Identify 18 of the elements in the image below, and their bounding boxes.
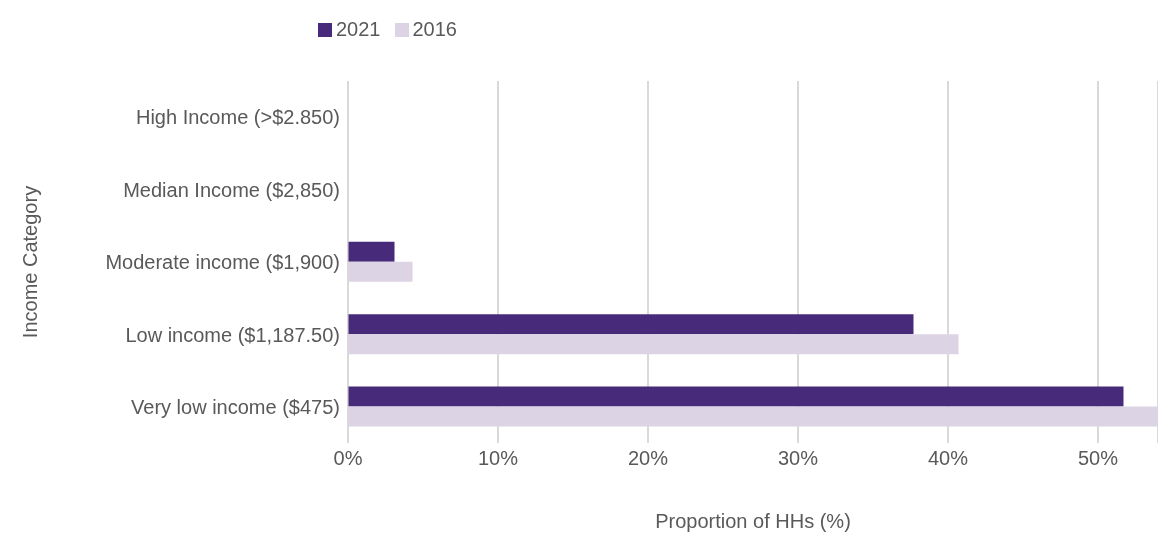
bar (348, 314, 914, 335)
x-axis-title: Proportion of HHs (%) (655, 510, 851, 532)
y-tick-label: Very low income ($475) (131, 395, 340, 418)
legend-label: 2016 (411, 18, 457, 41)
y-tick-label: Low income ($1,187.50) (125, 323, 340, 346)
y-axis-title: Income Category (19, 185, 42, 339)
x-tick-label: 50% (1077, 447, 1119, 470)
y-tick-label: Moderate income ($1,900) (105, 251, 340, 274)
x-tick-label: 0% (333, 447, 363, 470)
x-tick-label: 20% (627, 447, 669, 470)
y-tick-label: High Income (>$2.850) (135, 106, 340, 129)
legend-label: 2021 (335, 18, 381, 41)
x-tick-label: 40% (927, 447, 969, 470)
y-tick-label: Median Income ($2,850) (123, 178, 340, 201)
x-tick-label: 10% (477, 447, 519, 470)
bar (348, 386, 1124, 407)
bar (348, 241, 395, 262)
x-tick-label: 30% (777, 447, 819, 470)
